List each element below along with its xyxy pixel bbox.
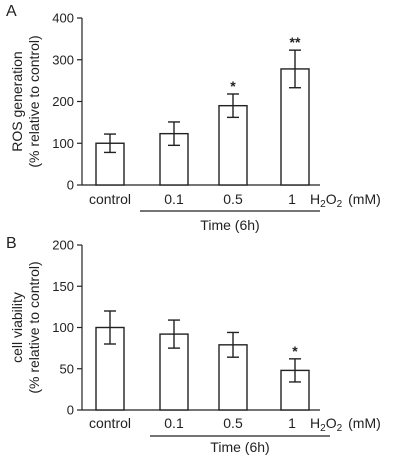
y-tick-label: 300 <box>52 52 74 67</box>
y-axis-label-line: (% relative to control) <box>26 35 42 167</box>
y-axis-label: cell viability(% relative to control) <box>9 261 42 393</box>
category-label: 0.5 <box>223 191 243 207</box>
y-axis-label-line: cell viability <box>9 292 25 363</box>
group-label: Time (6h) <box>200 217 259 233</box>
y-tick-label: 200 <box>52 238 74 253</box>
group-label: Time (6h) <box>210 439 269 455</box>
significance-label: * <box>292 343 298 359</box>
y-tick-label: 0 <box>67 178 74 193</box>
y-tick-label: 400 <box>52 11 74 26</box>
unit-subscript: 2 <box>320 423 326 434</box>
unit-part: O <box>326 415 337 431</box>
category-label: control <box>89 191 131 207</box>
significance-label: ** <box>290 34 301 50</box>
bar <box>218 104 248 186</box>
category-label: 0.5 <box>223 415 243 431</box>
category-label: 0.1 <box>164 191 184 207</box>
unit-subscript: 2 <box>337 199 343 210</box>
y-axis-label-line: (% relative to control) <box>26 261 42 393</box>
bar <box>159 333 189 411</box>
significance-label: * <box>230 78 236 94</box>
category-label: 1 <box>288 415 296 431</box>
panel-label: B <box>6 235 17 252</box>
y-tick-label: 200 <box>52 94 74 109</box>
treatment-unit-label: H2O2 (mM) <box>310 191 381 210</box>
panel-a: A ROS generation(% relative to control) 0 1… <box>6 3 381 233</box>
category-label: 0.1 <box>164 415 184 431</box>
panel-label: A <box>6 3 17 20</box>
unit-part: H <box>310 191 320 207</box>
unit-part: (mM) <box>348 415 381 431</box>
y-axis-label-line: ROS generation <box>9 51 25 151</box>
unit-subscript: 2 <box>337 423 343 434</box>
y-axis-label: ROS generation(% relative to control) <box>9 35 42 167</box>
unit-subscript: 2 <box>320 199 326 210</box>
y-tick-label: 150 <box>52 279 74 294</box>
category-label: 1 <box>288 191 296 207</box>
y-tick-label: 50 <box>60 361 74 376</box>
category-label: control <box>89 415 131 431</box>
y-tick-label: 100 <box>52 320 74 335</box>
unit-part: (mM) <box>348 191 381 207</box>
treatment-unit-label: H2O2 (mM) <box>310 415 381 434</box>
y-tick-label: 0 <box>67 403 74 418</box>
unit-part: O <box>326 191 337 207</box>
unit-part: H <box>310 415 320 431</box>
y-tick-label: 100 <box>52 136 74 151</box>
